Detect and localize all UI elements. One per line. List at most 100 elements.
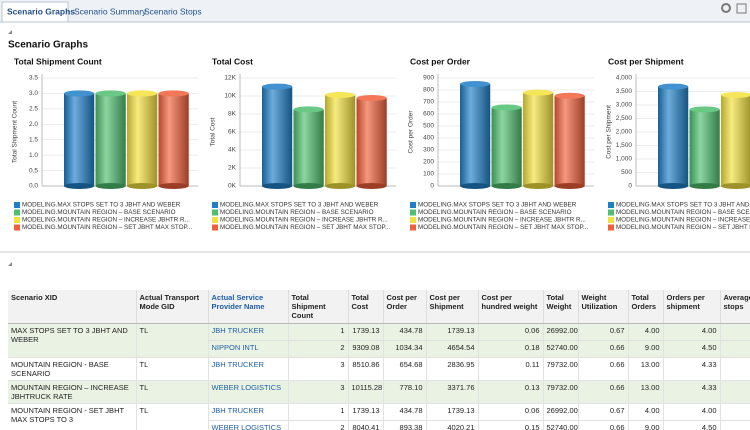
clipped-cell (720, 403, 750, 421)
scenario-cell: MOUNTAIN REGION – INCREASE JBHTRUCK RATE (8, 380, 137, 404)
table-row: NIPPON INTL 2 9309.08 1034.34 4654.54 0.18 527… (8, 340, 750, 358)
column-header[interactable]: Actual Service Provider Name (208, 290, 289, 324)
chart-title: Cost per Order (410, 56, 471, 66)
y-tick-label: 1,000 (616, 156, 633, 163)
y-tick-label: 600 (423, 111, 434, 118)
tab[interactable]: Scenario Summary (74, 6, 147, 16)
expand-icon[interactable] (736, 3, 747, 14)
bar-cap (262, 83, 293, 90)
clipped-cell (720, 323, 750, 341)
bar (95, 93, 126, 186)
provider-link[interactable]: WEBER LOGISTICS (208, 380, 289, 404)
number-cell: 0.66 (578, 357, 629, 381)
y-tick-label: 1.0 (29, 152, 38, 159)
scenario-cell: MAX STOPS SET TO 3 JBHT AND WEBER (8, 323, 137, 358)
number-cell: 0.67 (578, 323, 629, 341)
collapse-arrow[interactable] (8, 30, 12, 34)
y-tick-label: 1,500 (616, 142, 633, 149)
provider-link[interactable]: JBH TRUCKER (208, 323, 289, 341)
column-header: Orders per shipment (663, 290, 721, 324)
section-title: Scenario Graphs (8, 40, 88, 51)
legend-swatch (608, 209, 614, 216)
number-cell: 0.66 (578, 380, 629, 404)
provider-link[interactable]: WEBER LOGISTICS (208, 420, 289, 430)
bar-cap (689, 106, 720, 113)
tab[interactable]: Scenario Graphs (7, 6, 75, 16)
y-axis-label: Total Shipment Count (12, 101, 19, 163)
number-cell: 1739.13 (426, 323, 479, 341)
bar-cap (523, 89, 554, 96)
number-cell: 4.00 (628, 403, 664, 421)
bar (158, 93, 189, 186)
y-tick-label: 0 (430, 183, 434, 190)
bar-cap (658, 83, 689, 90)
active-tab[interactable] (1, 1, 69, 23)
y-tick-label: 400 (423, 135, 434, 142)
number-cell: 10115.28 (348, 380, 384, 404)
clipped-cell (720, 340, 750, 358)
number-cell: 2 (288, 420, 349, 430)
bar-base (126, 183, 158, 189)
provider-link[interactable]: JBH TRUCKER (208, 403, 289, 421)
provider-link[interactable]: NIPPON INTL (208, 340, 289, 358)
bar (293, 109, 324, 186)
provider-link[interactable]: JBH TRUCKER (208, 357, 289, 381)
number-cell: 778.10 (383, 380, 427, 404)
y-tick-label: 500 (423, 123, 434, 130)
legend-swatch (14, 224, 20, 231)
y-axis-label: Cost per Order (408, 110, 415, 154)
bar-base (158, 183, 189, 189)
bar (721, 94, 750, 186)
legend-label: MODELING.MAX STOPS SET TO 3 JBHT AND WEB… (220, 202, 379, 209)
number-cell: 2836.95 (426, 357, 479, 381)
legend-swatch (212, 224, 218, 231)
number-cell: 434.78 (383, 403, 427, 421)
number-cell: 4.33 (663, 357, 721, 381)
legend-swatch (410, 209, 416, 216)
y-tick-label: 1.5 (29, 136, 38, 143)
legend-label: MODELING.MAX STOPS SET TO 3 JBHT AND WEB… (22, 202, 181, 209)
y-tick-label: 3,000 (616, 102, 633, 109)
y-tick-label: 900 (423, 75, 434, 82)
legend-swatch (14, 217, 20, 223)
column-header: Cost per Shipment (426, 290, 479, 324)
legend-swatch (608, 217, 614, 223)
y-tick-label: 3.0 (29, 90, 38, 97)
y-axis-label: Cost per Shipment (606, 105, 613, 159)
y-tick-label: 2,500 (616, 115, 633, 122)
legend-swatch (410, 217, 416, 223)
legend-swatch (14, 209, 20, 216)
legend-swatch (212, 209, 218, 216)
bar (658, 86, 689, 186)
column-header: Total Shipment Count (288, 290, 349, 324)
tab[interactable]: Scenario Stops (144, 6, 202, 16)
collapse-arrow[interactable] (8, 262, 12, 266)
legend-label: MODELING.MOUNTAIN REGION – INCREASE JBHT… (220, 217, 388, 224)
y-tick-label: 2,000 (616, 129, 633, 136)
number-cell: 9.00 (628, 340, 664, 358)
bar-base (262, 183, 293, 189)
settings-icon[interactable] (721, 3, 731, 13)
y-tick-label: 800 (423, 87, 434, 94)
legend-label: MODELING.MOUNTAIN REGION – SET JBHT MAX … (220, 224, 390, 231)
bar-cap (64, 90, 95, 97)
column-header: Total Weight (543, 290, 579, 324)
number-cell: 3371.76 (426, 380, 479, 404)
bar-base (689, 183, 720, 189)
legend-label: MODELING.MAX STOPS SET TO 3 JBHT AND WEB… (418, 202, 577, 209)
scenario-cell: MOUNTAIN REGION - BASE SCENARIO (8, 357, 137, 381)
number-cell: 3 (288, 357, 349, 381)
number-cell: 4654.54 (426, 340, 479, 358)
column-header: Weight Utilization (578, 290, 629, 324)
number-cell: 1 (288, 323, 349, 341)
number-cell: 0.15 (478, 420, 544, 430)
bar (689, 109, 720, 186)
number-cell: 654.68 (383, 357, 427, 381)
number-cell: 26992.00 (543, 323, 579, 341)
legend-label: MODELING.MOUNTAIN REGION – BASE SCENARIO (616, 209, 750, 216)
number-cell: 1739.13 (348, 323, 384, 341)
scenario-cell: MOUNTAIN REGION - SET JBHT MAX STOPS TO … (8, 403, 137, 430)
legend-swatch (212, 202, 218, 208)
bar-base (293, 183, 324, 189)
table-row: MOUNTAIN REGION – INCREASE JBHTRUCK RATE… (8, 380, 750, 404)
